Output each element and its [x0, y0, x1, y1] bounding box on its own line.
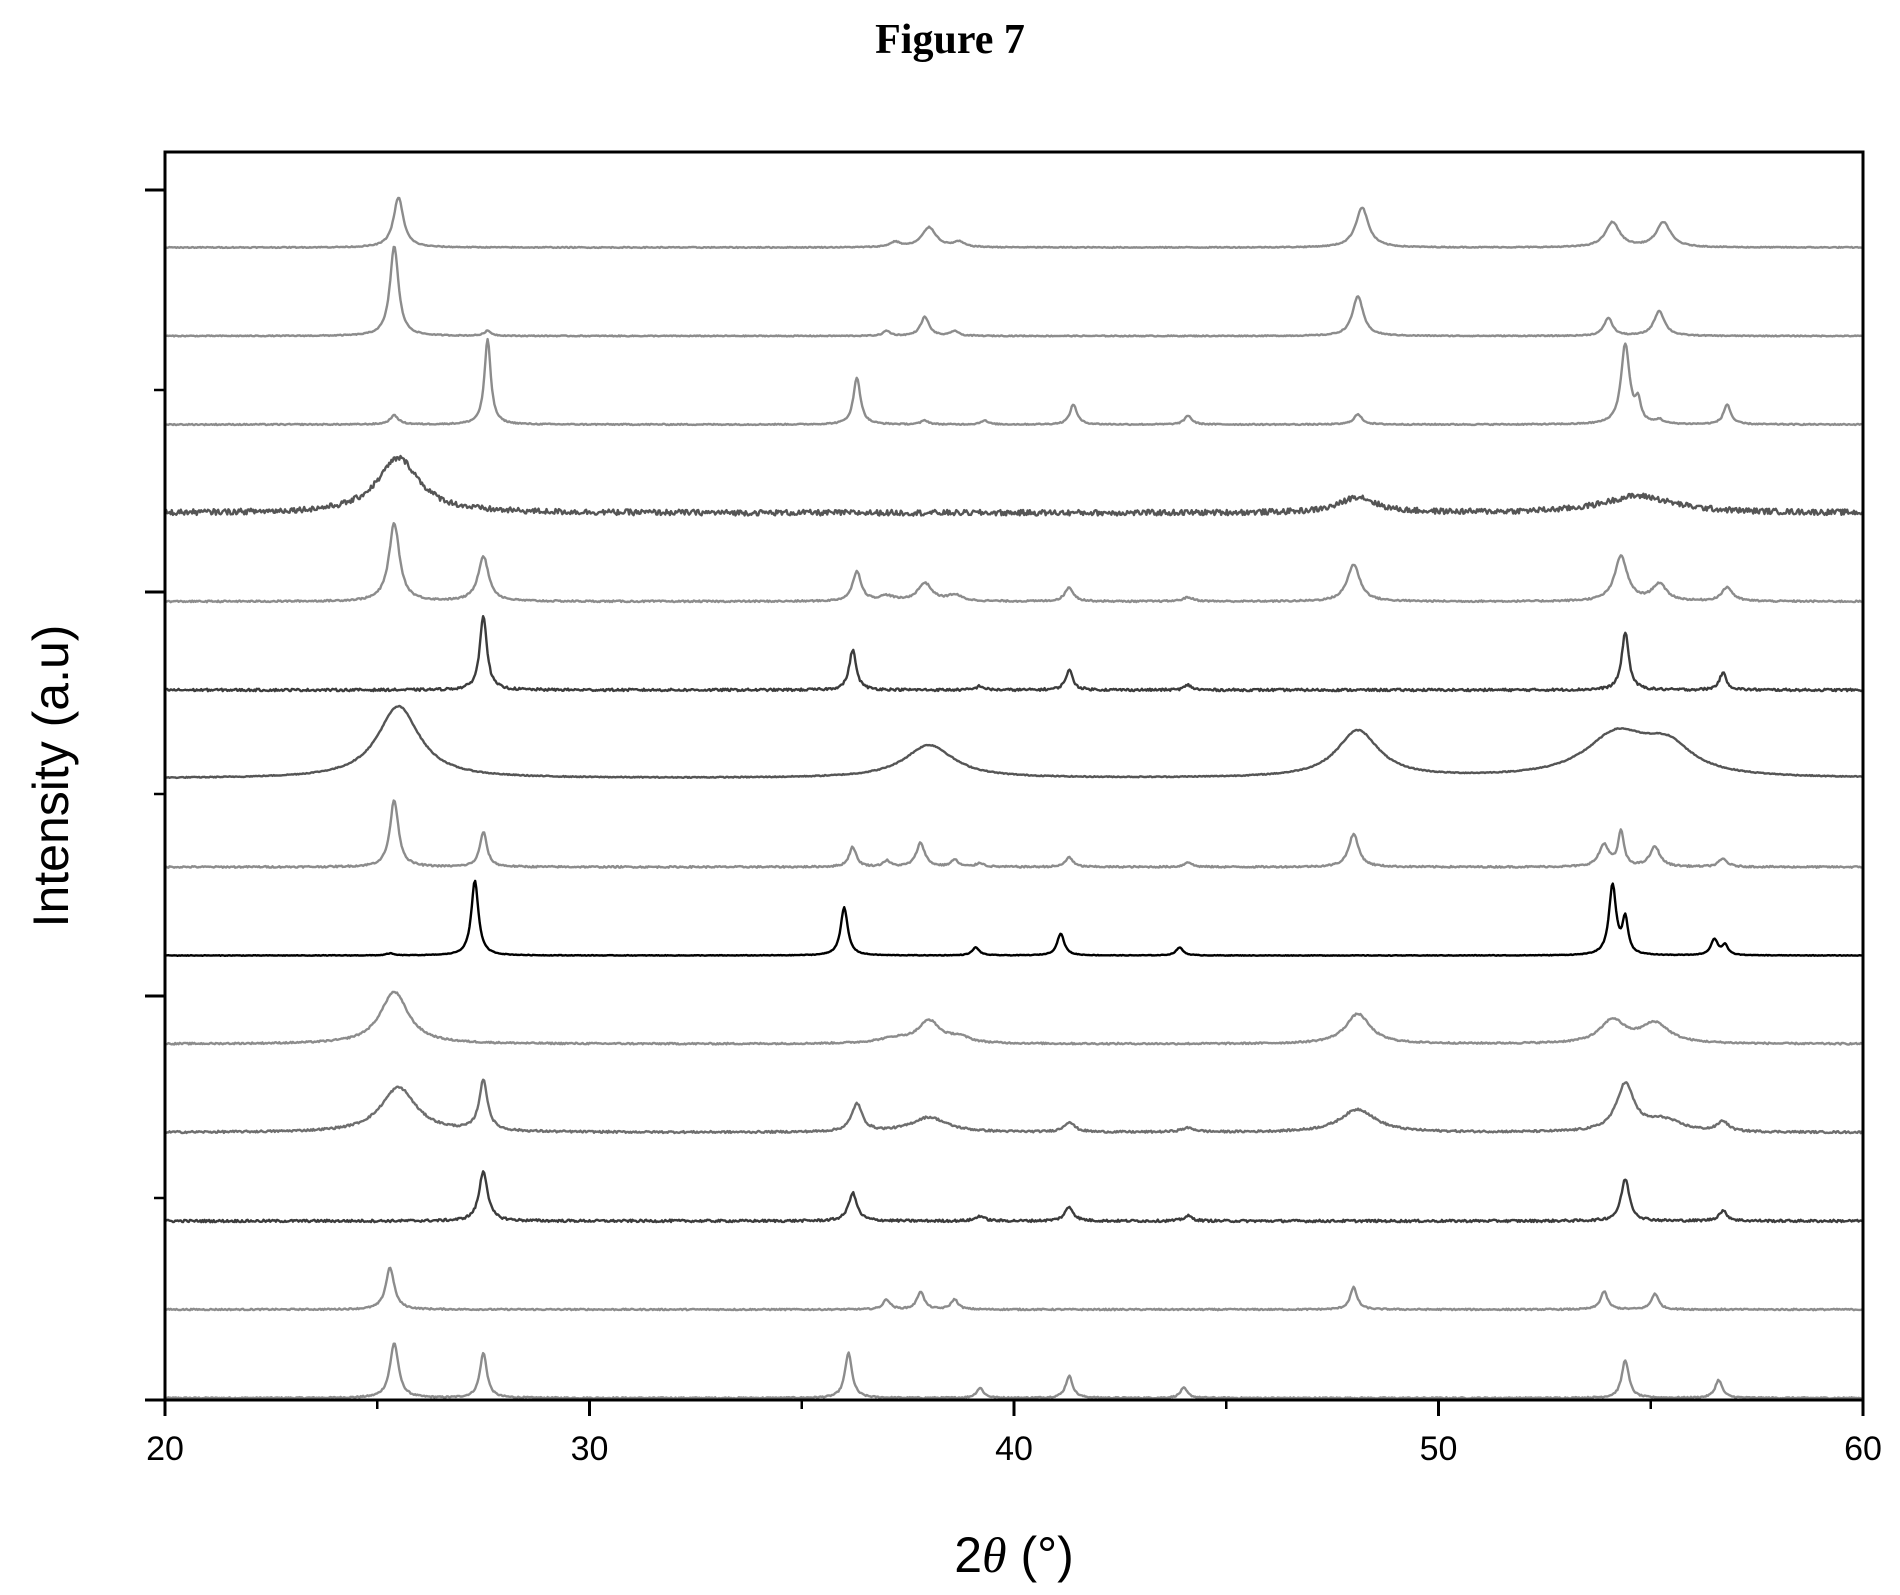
xrd-trace-2 — [164, 1266, 1864, 1312]
xrd-trace-3 — [164, 1170, 1864, 1224]
xrd-trace-6 — [164, 879, 1864, 957]
x-tick-label: 40 — [995, 1430, 1033, 1468]
xrd-trace-14 — [164, 196, 1864, 250]
y-axis-title: Intensity (a.u) — [23, 625, 79, 928]
x-axis-title-suffix: (°) — [1007, 1527, 1074, 1583]
x-tick-label: 30 — [571, 1430, 609, 1468]
xrd-trace-7 — [164, 799, 1864, 869]
xrd-trace-4 — [164, 1078, 1864, 1135]
x-axis-title-prefix: 2 — [954, 1527, 982, 1583]
figure-title: Figure 7 — [875, 17, 1025, 63]
xrd-trace-8 — [164, 704, 1864, 780]
xrd-trace-11 — [164, 454, 1865, 517]
x-axis-title: 2θ (°) — [954, 1527, 1074, 1583]
axis-ticks: 20 30 40 50 60 — [145, 188, 1882, 1468]
plot-frame — [163, 150, 1865, 1402]
diffraction-traces — [164, 196, 1865, 1400]
xrd-trace-10 — [164, 522, 1864, 604]
xrd-trace-5 — [164, 990, 1864, 1046]
x-tick-label: 50 — [1420, 1430, 1458, 1468]
xrd-trace-9 — [164, 615, 1865, 693]
xrd-trace-13 — [164, 245, 1864, 338]
x-tick-label: 60 — [1844, 1430, 1882, 1468]
x-tick-label: 20 — [146, 1430, 184, 1468]
xrd-trace-12 — [164, 337, 1864, 427]
x-axis-title-symbol: θ — [982, 1527, 1007, 1583]
xrd-trace-1 — [164, 1342, 1864, 1400]
